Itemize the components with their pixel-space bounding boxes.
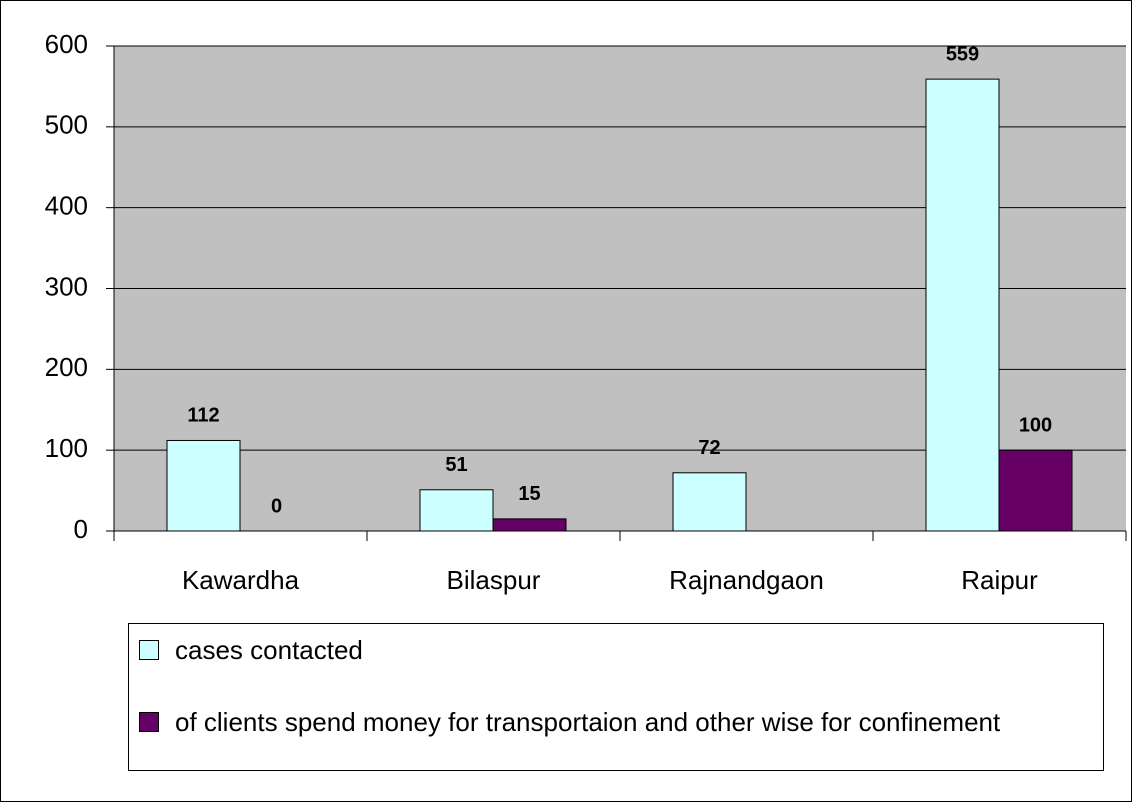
y-tick-label: 300 bbox=[45, 271, 88, 301]
bar bbox=[925, 78, 1000, 532]
legend: cases contacted of clients spend money fo… bbox=[128, 623, 1104, 771]
legend-item: of clients spend money for transportaion… bbox=[139, 706, 1095, 738]
data-label: 559 bbox=[946, 43, 979, 65]
bar bbox=[672, 472, 747, 532]
x-tick-label: Bilaspur bbox=[447, 565, 541, 595]
x-tick-label: Kawardha bbox=[182, 565, 300, 595]
bar bbox=[166, 439, 241, 532]
y-tick-label: 100 bbox=[45, 433, 88, 463]
data-label: 112 bbox=[187, 405, 219, 427]
legend-item: cases contacted bbox=[139, 634, 1095, 666]
data-label: 72 bbox=[698, 437, 720, 459]
bar bbox=[998, 449, 1073, 532]
y-tick-label: 600 bbox=[45, 29, 88, 59]
bar bbox=[419, 489, 494, 532]
y-tick-label: 400 bbox=[45, 191, 88, 221]
y-tick-label: 200 bbox=[45, 352, 88, 382]
y-tick-label: 500 bbox=[45, 110, 88, 140]
legend-label: cases contacted bbox=[175, 635, 363, 665]
x-tick-label: Rajnandgaon bbox=[669, 565, 824, 595]
legend-swatch bbox=[139, 640, 159, 660]
data-label: 100 bbox=[1019, 414, 1052, 436]
data-label: 15 bbox=[518, 483, 540, 505]
data-label: 51 bbox=[445, 454, 467, 476]
data-label: 0 bbox=[271, 495, 282, 517]
x-tick-label: Raipur bbox=[961, 565, 1038, 595]
bar bbox=[492, 518, 567, 532]
legend-label: of clients spend money for transportaion… bbox=[175, 707, 1001, 737]
legend-swatch bbox=[139, 712, 159, 732]
y-tick-label: 0 bbox=[74, 514, 88, 544]
